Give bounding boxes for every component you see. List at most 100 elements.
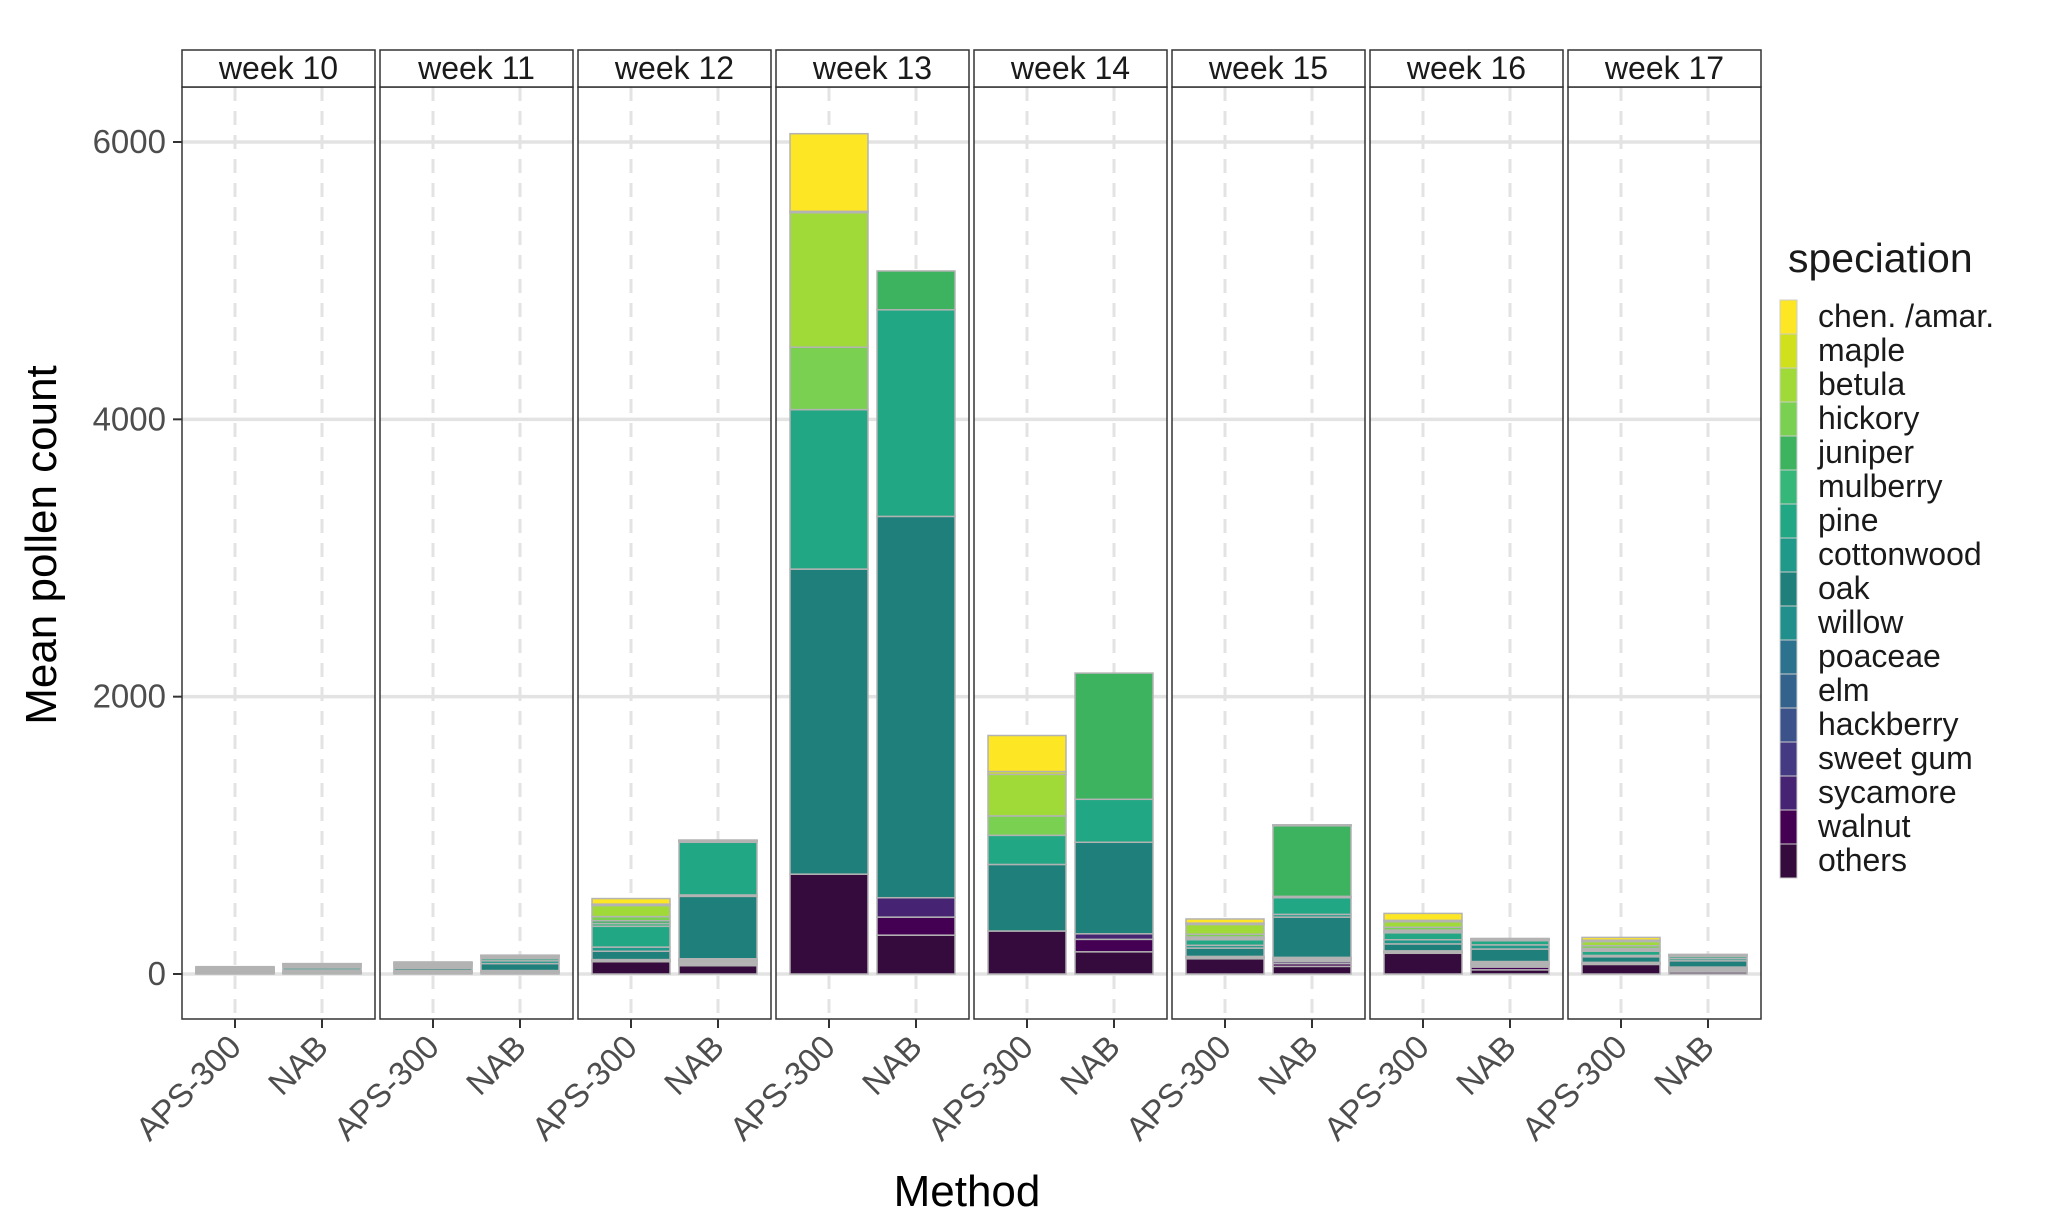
bar-segment xyxy=(1383,943,1463,952)
bar-segment xyxy=(876,934,956,975)
facet-panel: week 12 xyxy=(577,49,772,1020)
legend-label: betula xyxy=(1818,366,1905,402)
panel-background xyxy=(380,87,573,1019)
facet-strip-label: week 10 xyxy=(218,50,338,86)
facet-strip xyxy=(1171,49,1366,88)
bar-segment xyxy=(591,950,671,961)
facet-panel: week 15 xyxy=(1171,49,1366,1020)
bar-segment xyxy=(1074,672,1154,801)
facet-strip-label: week 14 xyxy=(1010,50,1130,86)
legend-key xyxy=(1779,571,1798,607)
bar-segment xyxy=(1185,923,1265,935)
legend-key xyxy=(1779,639,1798,675)
legend-label: sweet gum xyxy=(1818,740,1973,776)
bar-segment xyxy=(678,895,758,960)
x-tick-label: APS-300 xyxy=(326,1028,446,1148)
x-tick-label: APS-300 xyxy=(1514,1028,1634,1148)
legend-label: willow xyxy=(1817,604,1904,640)
legend-key xyxy=(1779,537,1798,573)
facet-panel: week 11 xyxy=(379,49,574,1020)
bar-segment xyxy=(1272,896,1352,916)
bar-segment xyxy=(1383,952,1463,975)
bar-segment xyxy=(789,346,869,411)
legend-key xyxy=(1779,673,1798,709)
x-tick-label: APS-300 xyxy=(128,1028,248,1148)
legend-label: pine xyxy=(1818,502,1879,538)
bar-segment xyxy=(1272,965,1352,975)
x-tick-label: NAB xyxy=(855,1028,929,1102)
x-axis-title: Method xyxy=(894,1167,1041,1216)
panel-background xyxy=(1568,87,1761,1019)
legend-key xyxy=(1779,843,1798,879)
bar-segment xyxy=(876,896,956,918)
facet-strip xyxy=(181,49,376,88)
bar-segment xyxy=(591,960,671,975)
legend-label: cottonwood xyxy=(1818,536,1982,572)
bar-segment xyxy=(1074,951,1154,975)
facet-strip-label: week 16 xyxy=(1406,50,1526,86)
facet-strip-label: week 11 xyxy=(417,50,535,86)
bar-segment xyxy=(1185,957,1265,975)
facet-strip-label: week 15 xyxy=(1208,50,1328,86)
legend-key xyxy=(1779,367,1798,403)
bar-segment xyxy=(876,309,956,518)
bar-segment xyxy=(1581,936,1661,941)
facet-strip-label: week 17 xyxy=(1604,50,1724,86)
bar-segment xyxy=(591,925,671,948)
x-tick-label: NAB xyxy=(1449,1028,1523,1102)
facet-panel: week 10 xyxy=(181,49,376,1020)
bar-segment xyxy=(1074,798,1154,844)
facet-strip xyxy=(1567,49,1762,88)
bar-segment xyxy=(282,962,362,965)
y-axis-title: Mean pollen count xyxy=(17,365,66,725)
bar-segment xyxy=(987,815,1067,837)
legend-label: hackberry xyxy=(1818,706,1959,742)
bar-segment xyxy=(987,734,1067,773)
panel-background xyxy=(1370,87,1563,1019)
legend-key xyxy=(1779,299,1798,335)
x-tick-label: APS-300 xyxy=(1118,1028,1238,1148)
bar-segment xyxy=(480,962,560,972)
y-tick-label: 0 xyxy=(148,955,166,992)
bar-segment xyxy=(876,515,956,899)
x-tick-label: NAB xyxy=(1053,1028,1127,1102)
x-tick-label: NAB xyxy=(657,1028,731,1102)
y-tick-label: 6000 xyxy=(93,123,166,160)
bar-segment xyxy=(1074,841,1154,935)
bar-segment xyxy=(876,270,956,311)
bar-segment xyxy=(393,961,473,964)
bar-segment xyxy=(591,897,671,905)
bar-segment xyxy=(678,841,758,896)
facet-panel: week 13 xyxy=(775,49,970,1020)
legend-label: mulberry xyxy=(1818,468,1942,504)
bar-segment xyxy=(1668,960,1748,968)
legend: speciation chen. /amar.maplebetulahickor… xyxy=(1779,235,1994,879)
x-tick-label: APS-300 xyxy=(524,1028,644,1148)
legend-key xyxy=(1779,401,1798,437)
x-tick-label: NAB xyxy=(459,1028,533,1102)
legend-key xyxy=(1779,605,1798,641)
facet-strip xyxy=(1369,49,1564,88)
legend-label: maple xyxy=(1818,332,1905,368)
facet-strip xyxy=(379,49,574,88)
bar-segment xyxy=(987,863,1067,932)
facet-panel: week 17 xyxy=(1567,49,1762,1020)
facet-strip-label: week 12 xyxy=(614,50,734,86)
legend-key xyxy=(1779,741,1798,777)
panel-background xyxy=(182,87,375,1019)
bar-segment xyxy=(789,568,869,875)
legend-title: speciation xyxy=(1788,235,1973,281)
bar-segment xyxy=(1272,916,1352,959)
legend-key xyxy=(1779,503,1798,539)
bar-segment xyxy=(1470,948,1550,963)
bar-segment xyxy=(1185,938,1265,947)
bar-segment xyxy=(1074,938,1154,953)
facet-panel: week 16 xyxy=(1369,49,1564,1020)
legend-key xyxy=(1779,775,1798,811)
bar-segment xyxy=(1185,947,1265,958)
x-tick-label: NAB xyxy=(1647,1028,1721,1102)
bar-segment xyxy=(1272,824,1352,827)
legend-label: juniper xyxy=(1817,434,1914,470)
bar-segment xyxy=(1383,932,1463,941)
bar-segment xyxy=(1581,963,1661,975)
